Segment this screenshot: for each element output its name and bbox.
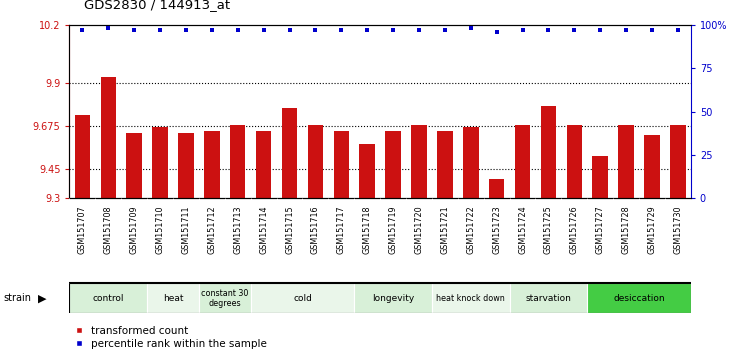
Text: starvation: starvation [526,294,572,303]
Bar [230,125,246,198]
Bar [644,135,659,198]
Bar [411,125,427,198]
Bar [670,125,686,198]
Point [102,25,114,31]
Text: GSM151718: GSM151718 [363,205,371,253]
Bar [592,156,608,198]
FancyBboxPatch shape [510,283,587,313]
Text: GSM151723: GSM151723 [492,205,501,254]
Text: desiccation: desiccation [613,294,664,303]
Point [258,27,270,33]
Point [77,27,88,33]
Bar [100,77,116,198]
Bar [489,179,504,198]
Text: constant 30
degrees: constant 30 degrees [201,289,249,308]
Text: GSM151711: GSM151711 [181,205,191,253]
Bar [567,125,582,198]
Bar [204,131,219,198]
Point [491,29,502,35]
Text: longevity: longevity [372,294,414,303]
Text: GSM151715: GSM151715 [285,205,294,254]
Bar [360,144,375,198]
Text: heat knock down: heat knock down [436,294,505,303]
Legend: transformed count, percentile rank within the sample: transformed count, percentile rank withi… [75,326,268,349]
Text: GSM151714: GSM151714 [259,205,268,253]
Bar [437,131,452,198]
Point [129,27,140,33]
Bar [308,125,323,198]
Text: GSM151726: GSM151726 [569,205,579,254]
FancyBboxPatch shape [147,283,199,313]
Point [387,27,399,33]
Text: GSM151713: GSM151713 [233,205,242,253]
Bar [75,115,90,198]
Text: GSM151708: GSM151708 [104,205,113,253]
Text: GSM151717: GSM151717 [337,205,346,254]
Text: GSM151712: GSM151712 [208,205,216,254]
Text: GDS2830 / 144913_at: GDS2830 / 144913_at [84,0,230,11]
FancyBboxPatch shape [251,283,355,313]
Text: GSM151724: GSM151724 [518,205,527,254]
Text: GSM151722: GSM151722 [466,205,475,254]
Bar [281,108,298,198]
FancyBboxPatch shape [199,283,251,313]
Bar [463,127,479,198]
Text: heat: heat [163,294,183,303]
FancyBboxPatch shape [432,283,510,313]
Point [439,27,451,33]
Point [569,27,580,33]
Point [284,27,295,33]
Text: GSM151707: GSM151707 [78,205,87,254]
Point [309,27,321,33]
Text: GSM151721: GSM151721 [440,205,450,254]
Point [646,27,658,33]
Point [672,27,683,33]
FancyBboxPatch shape [355,283,432,313]
Point [336,27,347,33]
Text: GSM151729: GSM151729 [648,205,656,254]
Bar [541,106,556,198]
Bar [333,131,349,198]
Point [180,27,192,33]
Text: GSM151728: GSM151728 [621,205,631,254]
Bar [126,133,142,198]
Text: GSM151719: GSM151719 [389,205,398,254]
Text: GSM151727: GSM151727 [596,205,605,254]
Point [232,27,243,33]
Text: GSM151720: GSM151720 [414,205,423,254]
Text: GSM151716: GSM151716 [311,205,320,253]
Text: GSM151725: GSM151725 [544,205,553,254]
Text: control: control [93,294,124,303]
Point [620,27,632,33]
Text: GSM151730: GSM151730 [673,205,682,253]
Point [542,27,554,33]
Point [594,27,606,33]
Text: strain: strain [4,293,31,303]
Point [465,25,477,31]
Point [517,27,529,33]
Bar [385,131,401,198]
Point [361,27,373,33]
FancyBboxPatch shape [587,283,691,313]
Bar [256,131,271,198]
Bar [152,127,168,198]
Bar [178,133,194,198]
Point [206,27,218,33]
Point [154,27,166,33]
Bar [515,125,530,198]
Text: cold: cold [293,294,312,303]
Bar [618,125,634,198]
Text: GSM151709: GSM151709 [129,205,139,254]
Text: GSM151710: GSM151710 [156,205,164,253]
Text: ▶: ▶ [38,293,47,303]
FancyBboxPatch shape [69,283,147,313]
Point [413,27,425,33]
